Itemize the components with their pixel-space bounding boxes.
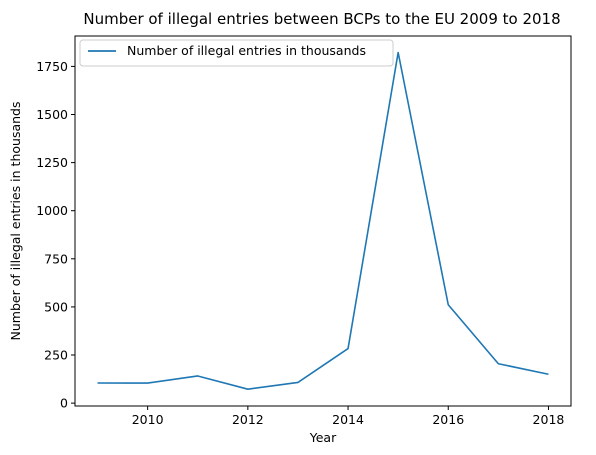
series-line (97, 51, 549, 390)
series-layer (97, 51, 549, 390)
x-axis-label: Year (309, 430, 337, 445)
legend: Number of illegal entries in thousands (79, 39, 394, 67)
y-axis-label: Number of illegal entries in thousands (8, 102, 23, 341)
legend-label: Number of illegal entries in thousands (127, 43, 366, 58)
x-tick-label: 2018 (533, 412, 565, 427)
legend-box (79, 39, 394, 67)
y-tick-label: 750 (44, 251, 68, 266)
x-tick-label: 2010 (132, 412, 164, 427)
x-axis: 2010 2012 2014 2016 2018 (132, 406, 565, 427)
y-tick-label: 250 (44, 348, 68, 363)
chart-title: Number of illegal entries between BCPs t… (83, 10, 560, 28)
x-tick-label: 2012 (232, 412, 264, 427)
y-tick-label: 1500 (36, 107, 68, 122)
plot-area (74, 35, 572, 407)
y-tick-label: 1750 (36, 59, 68, 74)
y-tick-label: 1250 (36, 155, 68, 170)
x-tick-label: 2016 (432, 412, 464, 427)
y-tick-label: 1000 (36, 203, 68, 218)
y-axis: 0 250 500 750 1000 1250 1500 1750 (36, 59, 75, 411)
x-tick-label: 2014 (332, 412, 364, 427)
y-tick-label: 0 (60, 396, 68, 411)
y-tick-label: 500 (44, 299, 68, 314)
